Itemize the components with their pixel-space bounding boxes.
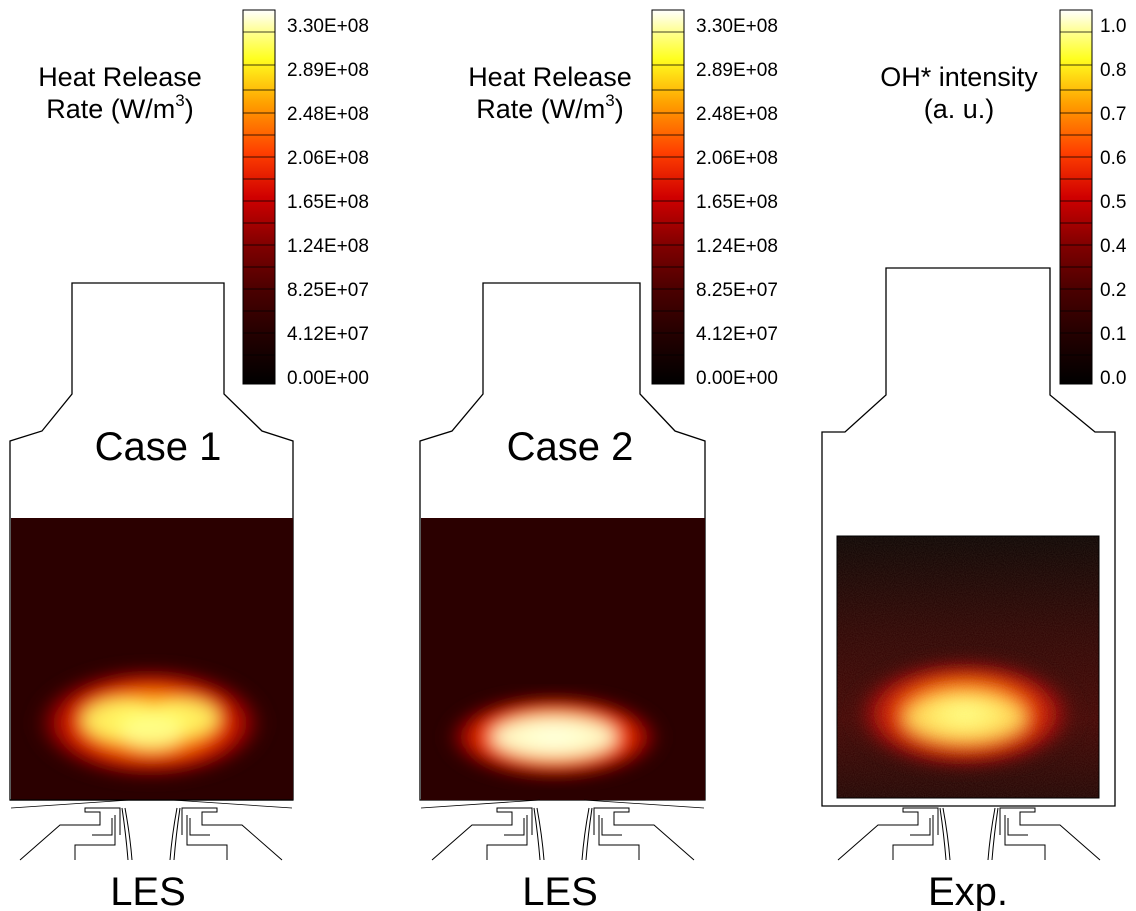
panel-experiment: 1.0 0.8 0.7 0.6 0.5 0.4 0.2 0.1 0.0 OH* …	[821, 9, 1127, 911]
colorbar-title-unit: Rate (W/m	[46, 94, 175, 124]
speckle-noise	[837, 536, 1099, 798]
panel-case1: 3.30E+08 2.89E+08 2.48E+08 2.06E+08 1.65…	[9, 9, 369, 911]
colorbar-title-line2: Rate (W/m3)	[476, 91, 623, 124]
colorbar-tick: 1.24E+08	[696, 236, 778, 257]
dump-plane-line	[10, 799, 131, 809]
dump-plane-line	[420, 799, 541, 809]
flame-core-center	[122, 718, 182, 748]
colorbar-tick: 2.89E+08	[696, 60, 778, 81]
injector-geometry	[837, 807, 1101, 861]
flame-core	[492, 717, 616, 757]
colorbar-tick: 0.00E+00	[287, 368, 369, 389]
colorbar-title-line1: Heat Release	[468, 62, 632, 92]
colorbar-title-superscript: 3	[605, 91, 614, 110]
colorbar-tick: 3.30E+08	[696, 16, 778, 37]
colorbar-tick: 8.25E+07	[696, 280, 778, 301]
case-label: Case 2	[507, 425, 634, 469]
colorbar-tick: 1.65E+08	[696, 192, 778, 213]
colorbar-case2	[651, 9, 685, 385]
colorbar-exp	[1059, 9, 1093, 385]
dump-plane-line-2	[583, 799, 705, 809]
colorbar-tick: 0.4	[1100, 236, 1127, 257]
colorbar-ticks-case1: 3.30E+08 2.89E+08 2.48E+08 2.06E+08 1.65…	[287, 16, 369, 389]
colorbar-tick: 0.1	[1100, 324, 1126, 345]
colorbar-tick: 2.48E+08	[287, 104, 369, 125]
colorbar-title-line1: OH* intensity	[880, 62, 1038, 92]
colorbar-title-line2: Rate (W/m3)	[46, 91, 193, 124]
colorbar-ticks-case2: 3.30E+08 2.89E+08 2.48E+08 2.06E+08 1.65…	[696, 16, 778, 389]
colorbar-title-unit: Rate (W/m	[476, 94, 605, 124]
colorbar-tick: 4.12E+07	[287, 324, 369, 345]
colorbar-tick: 0.0	[1100, 368, 1126, 389]
colorbar-title-line1: Heat Release	[38, 62, 202, 92]
colorbar-tick: 2.06E+08	[287, 148, 369, 169]
dump-plane-line-2	[171, 799, 293, 809]
colorbar-tick: 2.89E+08	[287, 60, 369, 81]
injector-geometry	[19, 807, 283, 861]
colorbar-tick: 1.24E+08	[287, 236, 369, 257]
colorbar-tick: 8.25E+07	[287, 280, 369, 301]
colorbar-tick: 3.30E+08	[287, 16, 369, 37]
panel-case2: 3.30E+08 2.89E+08 2.48E+08 2.06E+08 1.65…	[419, 9, 778, 911]
colorbar-title-line2: (a. u.)	[924, 94, 995, 124]
colorbar-tick: 1.65E+08	[287, 192, 369, 213]
colorbar-tick: 2.48E+08	[696, 104, 778, 125]
colorbar-tick: 4.12E+07	[696, 324, 778, 345]
colorbar-tick: 0.00E+00	[696, 368, 778, 389]
case-label: Case 1	[95, 425, 222, 469]
colorbar-tick: 1.0	[1100, 16, 1126, 37]
colorbar-ticks-exp: 1.0 0.8 0.7 0.6 0.5 0.4 0.2 0.1 0.0	[1100, 16, 1127, 389]
colorbar-case1	[242, 9, 276, 385]
colorbar-tick: 2.06E+08	[696, 148, 778, 169]
field-border	[836, 535, 1100, 799]
colorbar-title-close: )	[185, 94, 194, 124]
colorbar-tick: 0.2	[1100, 280, 1126, 301]
colorbar-title-superscript: 3	[175, 91, 184, 110]
colorbar-title-close: )	[615, 94, 624, 124]
colorbar-tick: 0.6	[1100, 148, 1126, 169]
method-label: LES	[522, 870, 598, 911]
method-label: Exp.	[928, 870, 1008, 911]
colorbar-tick: 0.5	[1100, 192, 1126, 213]
colorbar-tick: 0.7	[1100, 104, 1126, 125]
injector-geometry	[431, 807, 695, 861]
colorbar-tick: 0.8	[1100, 60, 1126, 81]
method-label: LES	[110, 870, 186, 911]
